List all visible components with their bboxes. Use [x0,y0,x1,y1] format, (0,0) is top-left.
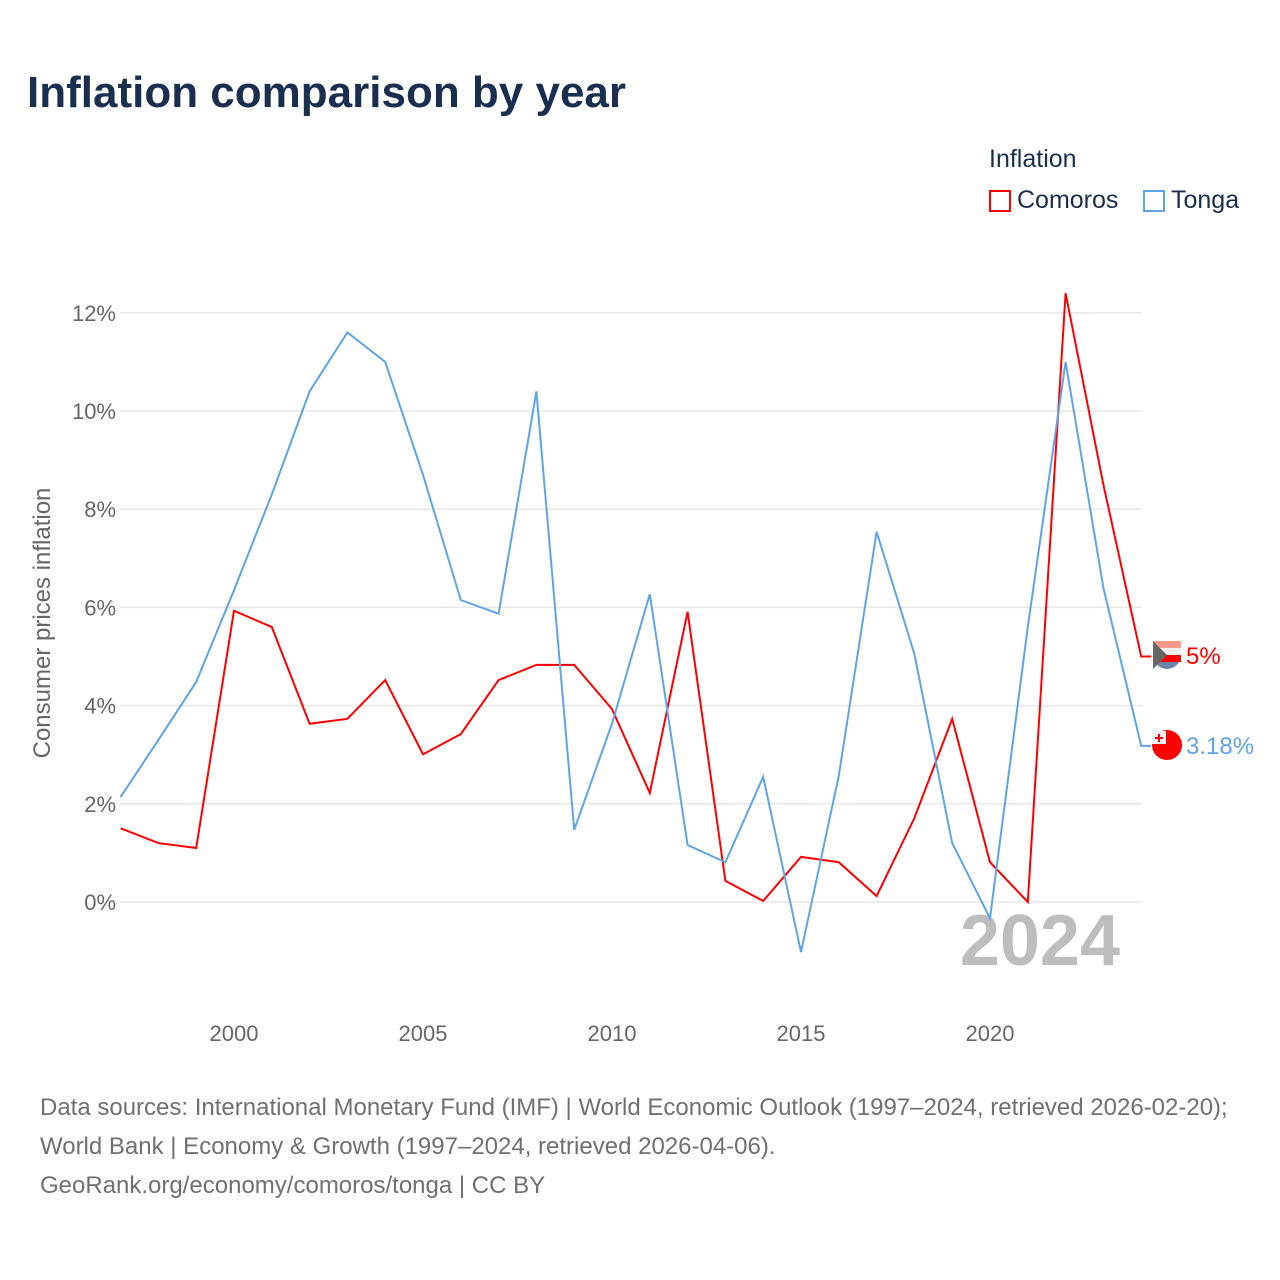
y-tick-label: 2% [84,792,116,817]
year-watermark: 2024 [960,901,1120,981]
x-tick-label: 2010 [588,1021,637,1046]
x-tick-label: 2015 [777,1021,826,1046]
data-point [911,651,917,657]
data-point [647,591,653,597]
data-point [382,677,388,683]
data-point [118,794,124,800]
data-point [685,842,691,848]
series-line-comoros [120,292,1152,905]
x-tick-label: 2000 [210,1021,259,1046]
credit-link[interactable]: GeoRank.org/economy/comoros/tonga | CC B… [40,1172,546,1199]
data-point [911,815,917,821]
data-point [533,388,539,394]
end-value-label: 3.18% [1186,733,1254,760]
data-point [798,854,804,860]
data-point [344,329,350,335]
legend-swatch [1143,189,1165,212]
data-point [722,878,728,884]
data-point [987,915,993,921]
data-point [798,949,804,955]
data-point [874,529,880,535]
data-point [231,608,237,614]
data-point [307,721,313,727]
data-point [118,825,124,831]
data-point [1063,359,1069,365]
data-point [533,662,539,668]
chart-title: Inflation comparison by year [27,68,627,117]
data-point [760,774,766,780]
data-point [836,773,842,779]
legend-swatch [989,189,1011,212]
data-point [458,731,464,737]
data-point [836,859,842,865]
series-line-tonga [119,330,1152,953]
legend-title: Inflation [989,145,1077,173]
data-point [1138,654,1144,660]
y-tick-label: 10% [72,399,116,424]
data-point [420,472,426,478]
data-point [987,859,993,865]
data-point [307,388,313,394]
data-point [496,677,502,683]
y-tick-label: 6% [84,595,116,620]
data-point [571,827,577,833]
data-point [685,609,691,615]
data-point [344,716,350,722]
data-point [949,716,955,722]
y-tick-label: 12% [72,301,116,326]
data-point [155,737,161,743]
y-tick-label: 4% [84,694,116,719]
legend-label: Comoros [1017,186,1119,214]
x-tick-label: 2005 [399,1021,448,1046]
data-point [231,587,237,593]
data-point [269,624,275,630]
data-point [874,893,880,899]
data-point [760,898,766,904]
data-point [1025,899,1031,905]
data-point [382,359,388,365]
y-tick-label: 8% [84,497,116,522]
comoros-flag-icon [1153,641,1181,669]
end-value-label: 5% [1186,643,1221,670]
data-point [420,751,426,757]
y-tick-label: 0% [84,890,116,915]
tonga-flag-icon [1152,730,1182,760]
data-point [571,662,577,668]
footer: Data sources: International Monetary Fun… [40,1088,1250,1205]
data-point [949,840,955,846]
y-axis-label: Consumer prices inflation [29,488,56,759]
data-point [722,859,728,865]
data-point [1063,290,1069,296]
data-point [193,845,199,851]
data-point [458,597,464,603]
data-point [193,679,199,685]
data-point [1100,482,1106,488]
legend-label: Tonga [1171,186,1240,214]
data-point [1025,624,1031,630]
data-point [647,790,653,796]
data-point [269,491,275,497]
legend-item-tonga[interactable]: Tonga [1143,186,1239,215]
legend-item-comoros[interactable]: Comoros [989,186,1118,215]
data-point [496,611,502,617]
data-point [1100,585,1106,591]
data-point [609,721,615,727]
data-point [155,840,161,846]
data-point [609,706,615,712]
x-tick-label: 2020 [966,1021,1015,1046]
data-point [1138,743,1144,749]
data-sources: Data sources: International Monetary Fun… [40,1094,1228,1160]
